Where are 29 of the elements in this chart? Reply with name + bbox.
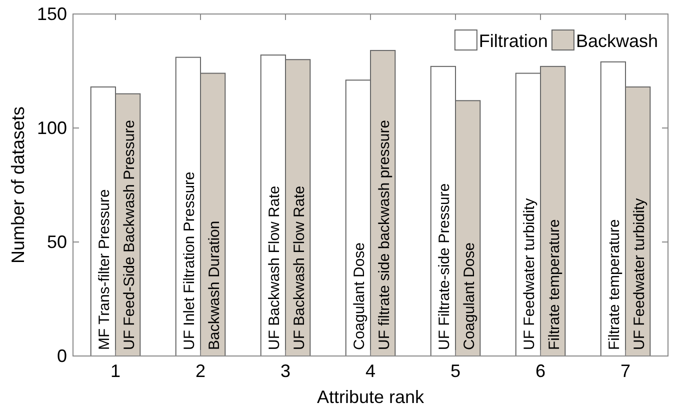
x-tick-label: 4 <box>365 360 376 381</box>
annotation: MF Trans-filter Pressure <box>96 189 114 350</box>
annotation: UF Feedwater turbidity <box>521 198 538 350</box>
x-axis-title: Attribute rank <box>316 387 426 407</box>
annotation: UF filtrate side backwash pressure <box>376 120 393 350</box>
annotation: Coagulant Dose <box>460 242 478 350</box>
y-tick-label: 50 <box>46 232 67 252</box>
annotation: UF Feed-Side Backwash Pressure <box>120 120 138 350</box>
y-axis-title: Number of datasets <box>8 106 28 264</box>
y-tick-label: 100 <box>36 118 67 138</box>
annotation: UF Backwash Flow Rate <box>266 186 284 350</box>
annotation: UF Backwash Flow Rate <box>290 186 308 350</box>
annotation: Backwash Duration <box>206 220 223 350</box>
y-tick-label: 0 <box>56 346 67 366</box>
annotation: Filtrate temperature <box>546 219 563 350</box>
annotation: Filtrate temperature <box>606 219 624 350</box>
x-tick-label: 7 <box>620 360 631 381</box>
x-tick-label: 5 <box>450 360 461 381</box>
annotation: UF Inlet Filtration Pressure <box>181 172 198 350</box>
annotation: Coagulant Dose <box>351 242 368 350</box>
y-tick-label: 150 <box>36 4 67 24</box>
x-tick-label: 3 <box>280 360 291 381</box>
x-tick-label: 6 <box>535 360 546 381</box>
annotation: UF Feedwater turbidity <box>630 198 648 350</box>
legend-label: Filtration <box>478 31 548 51</box>
annotation: UF Filtrate-side Pressure <box>436 183 454 350</box>
x-tick-label: 2 <box>195 360 206 381</box>
x-tick-label: 1 <box>110 360 121 381</box>
legend-label: Backwash <box>576 31 658 51</box>
